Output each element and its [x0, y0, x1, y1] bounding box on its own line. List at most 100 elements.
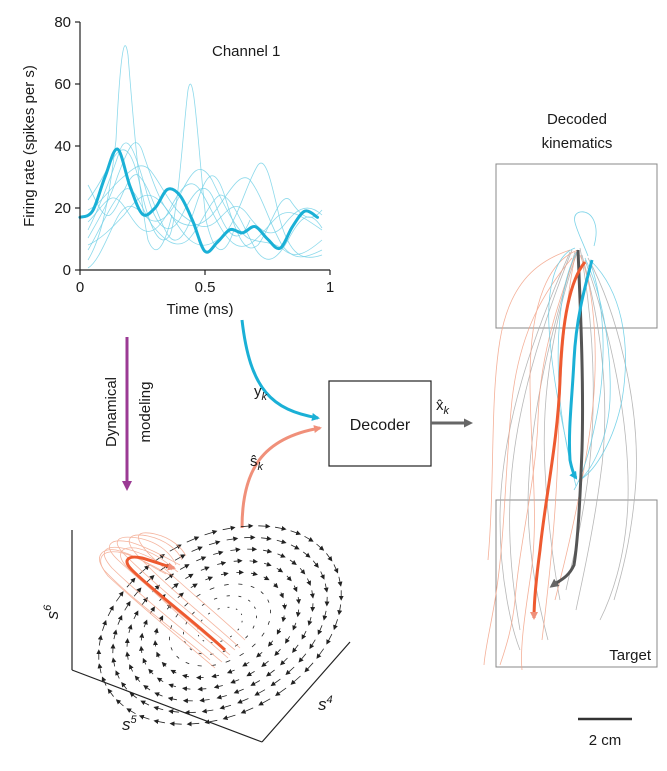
vector-field-arrow [266, 669, 275, 677]
vector-field-arrow [261, 660, 269, 667]
vector-field-arrow [170, 647, 173, 651]
vector-field-arrow [141, 597, 148, 606]
vector-field-arrow [115, 670, 120, 679]
vector-field-arrow [263, 548, 273, 554]
vector-field-arrow [230, 547, 241, 553]
vector-field-arrow [281, 615, 287, 623]
vector-field-arrow [249, 558, 258, 564]
vector-field-arrow [267, 599, 270, 603]
vector-field-arrow [168, 683, 177, 689]
firing-y-ticks: 0 20 40 60 80 [54, 14, 80, 279]
vector-field-arrow [251, 643, 256, 648]
vector-field-arrow [312, 560, 319, 568]
vector-field-arrow [316, 543, 325, 551]
vector-field-arrow [250, 571, 258, 577]
kinematics-orange-trials [483, 249, 596, 671]
vector-field-arrow [320, 571, 325, 580]
vector-field-arrow [225, 660, 231, 663]
vector-field-arrow [139, 632, 145, 641]
y-tick-label: 0 [63, 262, 71, 279]
latent-input-label: ŝk [250, 453, 264, 473]
x-tick-label: 0.5 [195, 279, 216, 296]
vector-field-arrow [197, 634, 200, 637]
vector-field-arrow [323, 583, 329, 593]
vector-field-arrow [322, 610, 328, 621]
vector-field-arrow [333, 564, 339, 574]
vector-field-arrow [326, 633, 333, 645]
vector-field-arrow [289, 559, 297, 565]
vector-field-arrow [290, 675, 301, 685]
vector-field-arrow [295, 609, 301, 618]
vector-field-arrow [198, 652, 202, 655]
vector-field-arrow [140, 700, 150, 706]
vector-field-arrow [309, 590, 315, 599]
vector-field-arrow [222, 714, 236, 720]
vector-field-arrow [247, 599, 251, 602]
latent-axis-s5-label: s5 [122, 714, 138, 734]
vector-field-arrow [276, 628, 282, 635]
vector-field-arrow [102, 619, 107, 631]
vector-field-arrow [301, 630, 307, 640]
vector-field-arrow [292, 585, 298, 593]
vector-field-arrow [310, 603, 316, 612]
vector-field-arrow [196, 556, 207, 562]
vector-field-arrow [156, 677, 164, 683]
decoder-label: Decoder [350, 417, 411, 434]
latent-mean-trajectory [125, 555, 227, 652]
vector-field-arrow [252, 625, 255, 629]
x-tick-label: 1 [326, 279, 334, 296]
vector-field-arrow [250, 585, 255, 588]
vector-field-arrow [127, 624, 133, 634]
vector-field-arrow [129, 692, 138, 699]
latent-vector-field [96, 523, 344, 727]
vector-field-arrow [285, 636, 291, 644]
vector-field-arrow [229, 635, 233, 638]
vector-field-arrow [258, 523, 271, 529]
vector-field-arrow [302, 551, 311, 558]
vector-field-arrow [156, 651, 161, 658]
vector-field-arrow [115, 591, 124, 602]
vector-field-arrow [139, 645, 145, 654]
decoder-box [328, 380, 432, 467]
vector-field-arrow [200, 619, 203, 622]
vector-field-arrow [275, 687, 287, 696]
vector-field-arrow [107, 605, 114, 617]
vector-field-arrow [153, 719, 165, 725]
vector-field-arrow [237, 628, 240, 631]
vector-field-arrow [170, 669, 177, 675]
channel-label: Channel 1 [212, 43, 280, 60]
vector-field-arrow [176, 655, 180, 659]
vector-field-arrow [279, 592, 284, 599]
vector-field-arrow [161, 661, 167, 668]
vector-field-arrow [153, 705, 164, 711]
vector-field-arrow [111, 657, 117, 667]
kinematics-blue-mean [567, 259, 594, 480]
vector-field-arrow [115, 699, 124, 707]
vector-field-arrow [233, 688, 244, 694]
vector-field-arrow [191, 611, 195, 615]
vector-field-arrow [246, 671, 255, 677]
latent-axis-s5 [71, 669, 263, 743]
vector-field-arrow [169, 721, 182, 727]
vector-field-arrow [204, 530, 218, 536]
vector-field-arrow [304, 535, 314, 542]
vector-field-arrow [250, 680, 261, 686]
vector-field-arrow [238, 595, 242, 598]
vector-field-arrow [263, 575, 270, 581]
vector-field-arrow [267, 620, 270, 625]
vector-field-arrow [202, 640, 205, 642]
vector-field-arrow [149, 606, 155, 614]
vector-field-arrow [148, 668, 154, 675]
vector-field-arrow [196, 593, 201, 598]
vector-field-arrow [220, 571, 229, 577]
y-tick-label: 80 [54, 14, 71, 31]
vector-field-arrow [326, 553, 333, 562]
vector-field-arrow [280, 657, 288, 666]
vector-field-arrow [260, 591, 264, 595]
vector-field-arrow [277, 553, 286, 558]
vector-field-arrow [226, 536, 239, 542]
y-tick-label: 20 [54, 200, 71, 217]
vector-field-arrow [295, 596, 301, 605]
vector-field-arrow [153, 627, 159, 635]
